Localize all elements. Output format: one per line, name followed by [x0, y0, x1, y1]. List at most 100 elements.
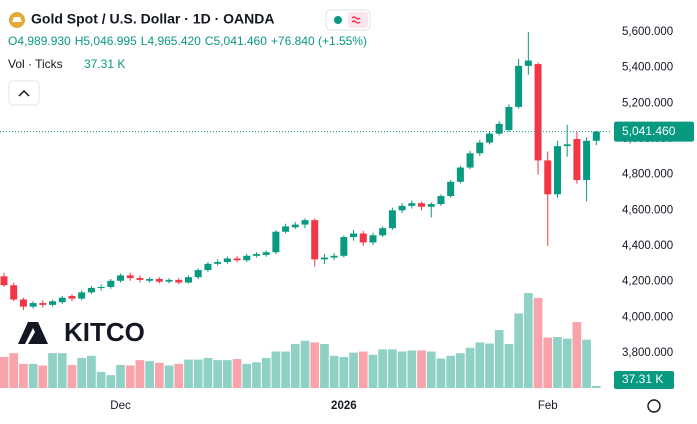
collapse-icon — [18, 89, 30, 97]
chart-title: Gold Spot / U.S. Dollar · 1D · OANDA — [31, 11, 274, 27]
candle-body — [301, 220, 309, 225]
candle-body — [456, 167, 464, 182]
ohlc-change: +76.840 (+1.55%) — [271, 34, 367, 48]
y-tick-label: 3,800.000 — [622, 347, 673, 359]
y-tick-label: 4,200.000 — [622, 276, 673, 288]
y-tick-label: 4,600.000 — [622, 204, 673, 216]
candle-body — [155, 278, 163, 282]
candle-body — [408, 203, 416, 206]
volume-bar — [87, 355, 96, 388]
candle-body — [320, 257, 328, 260]
volume-bar — [174, 363, 184, 388]
volume-bar — [96, 371, 106, 388]
candle-body — [87, 287, 95, 293]
x-tick-label: Dec — [110, 400, 131, 412]
volume-bar — [232, 359, 242, 388]
volume-bar — [523, 293, 533, 388]
volume-bar — [145, 361, 155, 388]
candle-body — [515, 65, 523, 107]
candle-body — [534, 64, 542, 161]
volume-bar — [436, 358, 446, 388]
candle-body — [10, 285, 18, 300]
volume-bar — [349, 352, 358, 388]
candle-body — [243, 255, 251, 261]
candle-body — [126, 275, 134, 279]
candle-body — [350, 233, 358, 238]
volume-bar — [533, 297, 543, 388]
volume-bar — [77, 357, 87, 388]
volume-bar — [485, 343, 494, 388]
volume-bar — [572, 322, 582, 388]
candle-body — [262, 252, 270, 255]
candle-body — [117, 275, 125, 281]
candle-body — [592, 131, 600, 141]
candle-body — [282, 226, 290, 232]
candle-body — [194, 270, 202, 278]
volume-bar — [271, 351, 281, 388]
volume-bar — [213, 360, 222, 388]
volume-bar — [203, 357, 213, 388]
candle-body — [233, 258, 241, 261]
volume-bar — [281, 351, 290, 388]
candle-body — [78, 292, 86, 299]
volume-bar — [135, 360, 145, 388]
watermark: KITCO — [18, 317, 145, 347]
y-tick-label: 4,000.000 — [622, 311, 673, 323]
candle-body — [330, 255, 338, 258]
volume-bar — [368, 354, 378, 388]
last-volume-label: 37.31 K — [622, 372, 663, 386]
volume-bar — [426, 351, 436, 388]
ohlc-open: O4,989.930 — [8, 34, 71, 48]
candle-body — [184, 277, 192, 283]
volume-bar — [48, 353, 57, 388]
candle-body — [311, 220, 319, 260]
volume-bar — [388, 349, 397, 388]
volume-bar — [242, 363, 252, 388]
volume-bar — [184, 359, 193, 388]
y-tick-label: 5,400.000 — [622, 62, 673, 74]
volume-header: Vol · Ticks — [8, 57, 63, 71]
candle-body — [427, 204, 435, 207]
watermark-text: KITCO — [64, 317, 145, 347]
last-volume-badge — [614, 371, 674, 389]
volume-bar — [38, 365, 48, 388]
candle-body — [19, 299, 27, 307]
candle-body — [583, 140, 591, 181]
candle-body — [58, 297, 66, 303]
candle-body — [39, 303, 47, 305]
symbol-icon-bar — [12, 17, 22, 22]
candle-body — [466, 153, 474, 168]
candle-body — [0, 276, 8, 286]
candle-body — [388, 210, 396, 229]
candle-body — [437, 196, 445, 205]
candle-body — [563, 144, 571, 147]
ohlc-header: O4,989.930 H5,046.995 L4,965.420 C5,041.460… — [8, 34, 367, 48]
volume-bar — [125, 365, 135, 388]
candle-body — [204, 263, 212, 271]
candle-body — [175, 279, 183, 283]
y-tick-label: 4,400.000 — [622, 240, 673, 252]
volume-bar — [562, 338, 572, 388]
watermark-logo — [18, 322, 48, 344]
candle-body — [398, 205, 406, 211]
candle-body — [97, 287, 105, 289]
candle-body — [486, 133, 493, 143]
collapse-button[interactable] — [8, 80, 40, 106]
y-tick-label: 5,600.000 — [622, 26, 673, 38]
volume-bar — [397, 351, 407, 388]
candle-body — [369, 235, 377, 243]
volume-bar — [116, 364, 125, 388]
delay-icon — [351, 16, 361, 24]
x-tick-label: Feb — [538, 400, 558, 412]
volume-bar — [261, 357, 271, 388]
settings-button[interactable] — [647, 399, 661, 413]
candle-body — [553, 146, 561, 195]
y-tick-label: 5,200.000 — [622, 97, 673, 109]
volume-bar — [339, 356, 349, 388]
candle-body — [252, 254, 260, 256]
delay-badge — [348, 12, 368, 28]
volume-bar — [320, 344, 329, 388]
volume-bar — [417, 350, 426, 388]
volume-bar — [543, 337, 553, 388]
